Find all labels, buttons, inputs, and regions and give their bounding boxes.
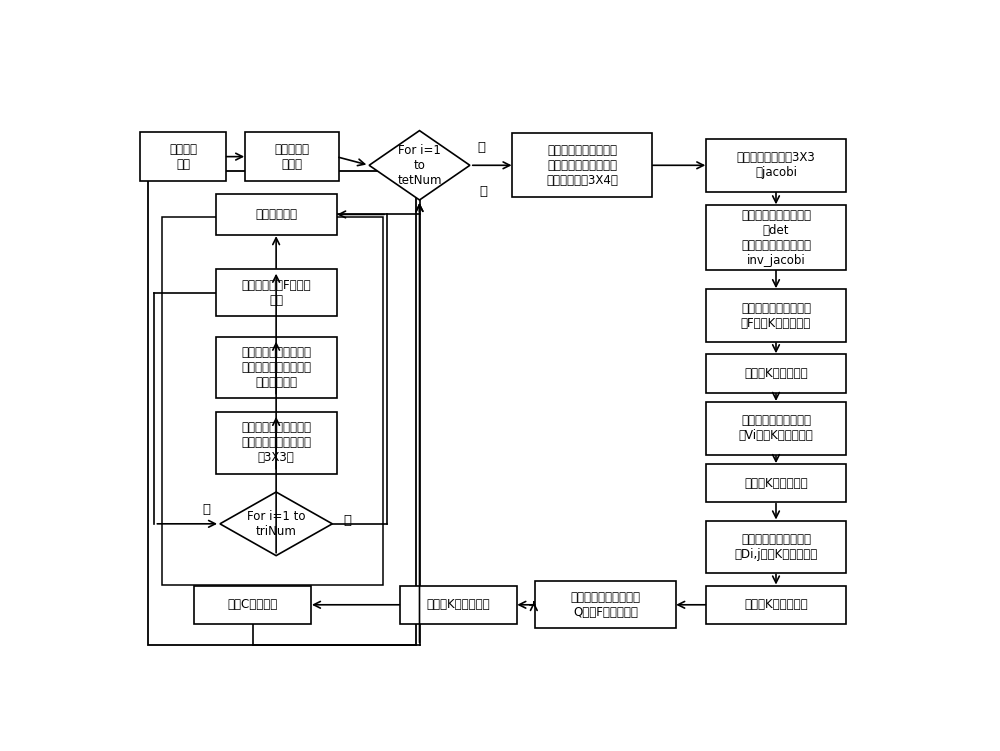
Text: 计算三角形面积，以及
通量值（根据设置的二
类边界条件）: 计算三角形面积，以及 通量值（根据设置的二 类边界条件） bbox=[241, 346, 311, 389]
Text: 计算通量对于F向量的
影响: 计算通量对于F向量的 影响 bbox=[241, 279, 311, 306]
Text: 装载矩阵
开始: 装载矩阵 开始 bbox=[169, 143, 197, 170]
Text: 否: 否 bbox=[478, 141, 486, 155]
Polygon shape bbox=[369, 131, 470, 200]
Text: 装载矩阵结束: 装载矩阵结束 bbox=[255, 208, 297, 221]
Text: 计算雅克比矩阵（3X3
）jacobi: 计算雅克比矩阵（3X3 ）jacobi bbox=[737, 151, 815, 179]
Text: 计算控制方程中源汇项
Q对于F向量的影响: 计算控制方程中源汇项 Q对于F向量的影响 bbox=[570, 591, 640, 619]
FancyBboxPatch shape bbox=[194, 586, 311, 624]
Text: 计算控制方程中衰变系
数F对于K矩阵的影响: 计算控制方程中衰变系 数F对于K矩阵的影响 bbox=[741, 302, 811, 330]
Text: 是: 是 bbox=[480, 185, 488, 198]
FancyBboxPatch shape bbox=[706, 354, 846, 393]
Text: 写入到K稀疏矩阵中: 写入到K稀疏矩阵中 bbox=[744, 367, 808, 380]
Polygon shape bbox=[220, 492, 332, 556]
Text: 估算稀疏矩
阵大小: 估算稀疏矩 阵大小 bbox=[274, 143, 309, 170]
FancyBboxPatch shape bbox=[245, 131, 339, 182]
Text: 写入到K稀疏矩阵中: 写入到K稀疏矩阵中 bbox=[744, 599, 808, 611]
FancyBboxPatch shape bbox=[216, 269, 337, 316]
FancyBboxPatch shape bbox=[706, 464, 846, 502]
Text: 计算C稀疏矩阵: 计算C稀疏矩阵 bbox=[228, 599, 278, 611]
Text: 否: 否 bbox=[344, 514, 352, 527]
Text: For i=1
to
tetNum: For i=1 to tetNum bbox=[397, 143, 442, 187]
FancyBboxPatch shape bbox=[216, 337, 337, 398]
Text: For i=1 to
triNum: For i=1 to triNum bbox=[247, 510, 305, 538]
FancyBboxPatch shape bbox=[216, 412, 337, 474]
FancyBboxPatch shape bbox=[140, 131, 226, 182]
Text: 是: 是 bbox=[202, 503, 210, 516]
Text: 计算雅克比矩阵行列式
值det
计算雅克比矩阵逆矩阵
inv_jacobi: 计算雅克比矩阵行列式 值det 计算雅克比矩阵逆矩阵 inv_jacobi bbox=[741, 209, 811, 267]
Text: 获取三角形点坐标，得
到三角形节点坐标矩阵
（3X3）: 获取三角形点坐标，得 到三角形节点坐标矩阵 （3X3） bbox=[241, 421, 311, 464]
Text: 获取一个四面体的四个
顶点坐标，得到单元节
点坐标矩阵（3X4）: 获取一个四面体的四个 顶点坐标，得到单元节 点坐标矩阵（3X4） bbox=[546, 143, 618, 187]
FancyBboxPatch shape bbox=[216, 194, 337, 235]
Text: 计算控制方程中渗流速
度Vi对于K矩阵的影响: 计算控制方程中渗流速 度Vi对于K矩阵的影响 bbox=[739, 415, 813, 442]
Text: 写入到K稀疏矩阵中: 写入到K稀疏矩阵中 bbox=[744, 477, 808, 490]
Text: 计算控制方程中扩散系
数Di,j对于K矩阵的影响: 计算控制方程中扩散系 数Di,j对于K矩阵的影响 bbox=[734, 533, 818, 561]
FancyBboxPatch shape bbox=[706, 206, 846, 270]
FancyBboxPatch shape bbox=[706, 402, 846, 454]
FancyBboxPatch shape bbox=[400, 586, 517, 624]
FancyBboxPatch shape bbox=[706, 520, 846, 573]
FancyBboxPatch shape bbox=[706, 289, 846, 342]
FancyBboxPatch shape bbox=[706, 139, 846, 192]
Text: 写入到K稀疏矩阵中: 写入到K稀疏矩阵中 bbox=[426, 599, 490, 611]
FancyBboxPatch shape bbox=[706, 586, 846, 624]
FancyBboxPatch shape bbox=[535, 581, 676, 628]
FancyBboxPatch shape bbox=[512, 133, 652, 198]
